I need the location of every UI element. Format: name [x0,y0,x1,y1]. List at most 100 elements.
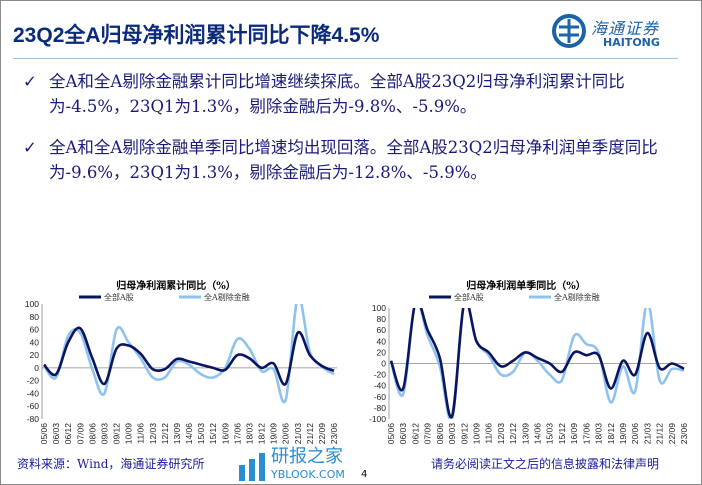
x-tick-label: 10/09 [471,423,481,445]
check-icon: ✓ [23,138,37,157]
legend-label: 全A剔除金融 [204,292,250,302]
legend-label: 全A剔除金融 [554,292,600,302]
x-tick-label: 14/06 [184,423,194,445]
y-tick-label: 100 [372,303,386,313]
x-tick-label: 12/12 [160,423,170,445]
chart-title: 归母净利润单季同比（%） [466,279,586,292]
bullet-text: 全A和全A剔除金融累计同比增速继续探底。全部A股23Q2归母净利润累计同比为-4… [49,72,625,116]
disclaimer: 请务必阅读正文之后的信息披露和法律声明 [431,457,660,471]
y-tick-label: 40 [377,336,387,346]
x-tick-label: 12/03 [496,423,506,445]
x-tick-label: 16/09 [220,423,230,445]
watermark-en: YBLOOK.COM [271,468,345,481]
x-tick-label: 16/09 [569,423,579,445]
x-tick-label: 21/03 [642,423,652,445]
x-tick-label: 15/12 [208,423,218,445]
x-tick-label: 09/03 [99,423,109,445]
page-title: 23Q2全A归母净利润累计同比下降4.5% [13,24,380,47]
haitong-emblem-icon [552,14,586,48]
y-tick-label: -20 [374,370,387,380]
check-icon: ✓ [23,72,37,91]
cumulative-chart: 归母净利润累计同比（%）全部A股 全A剔除金融 100 80 60 40 20 0 -20 -40… [25,279,339,445]
x-tick-label: 08/06 [435,423,445,445]
x-tick-label: 18/12 [257,423,267,445]
series-line-ex-finance [42,304,335,404]
y-tick-label: 80 [377,314,387,324]
x-tick-label: 12/03 [148,423,158,445]
x-tick-label: 06/12 [410,423,420,445]
chart-title: 归母净利润累计同比（%） [116,279,236,292]
y-tick-label: 20 [30,350,40,360]
x-tick-label: 15/12 [557,423,567,445]
y-tick-label: -60 [27,401,40,411]
y-tick-label: 100 [25,299,39,309]
x-tick-label: 08/06 [87,423,97,445]
y-tick-label: 20 [377,347,387,357]
header-divider [13,58,678,59]
x-tick-label: 13/09 [520,423,530,445]
x-tick-label: 15/03 [545,423,555,445]
x-tick-label: 13/09 [172,423,182,445]
x-tick-label: 06/03 [398,423,408,445]
x-tick-label: 18/03 [244,423,254,445]
y-tick-label: 80 [30,312,40,322]
y-tick-label: -20 [27,376,40,386]
y-tick-label: -40 [374,381,387,391]
x-tick-label: 17/06 [232,423,242,445]
y-tick-label: 60 [30,325,40,335]
x-tick-label: 21/03 [293,423,303,445]
bullet-2: ✓ 全A和全A剔除金融单季同比增速均出现回落。全部A股23Q2归母净利润单季度同比… [23,135,683,185]
series-line-all-a [389,308,685,419]
x-tick-label: 22/09 [667,423,677,445]
x-tick-label: 11/06 [136,423,146,444]
logo-cn: 海通证券 [591,19,660,38]
x-tick-label: 10/09 [124,423,134,445]
source-note: 资料来源：Wind，海通证券研究所 [17,457,205,471]
x-tick-label: 21/12 [655,423,665,445]
x-tick-label: 19/09 [269,423,279,445]
y-tick-label: 40 [30,337,40,347]
bullet-text: 全A和全A剔除金融单季同比增速均出现回落。全部A股23Q2归母净利润单季度同比为… [49,138,658,182]
watermark: 研报之家 YBLOOK.COM [237,446,347,484]
y-tick-label: 0 [34,363,39,373]
watermark-cn: 研报之家 [271,446,343,467]
x-tick-label: 20/06 [281,423,291,445]
x-tick-label: 23/06 [329,423,339,445]
haitong-logo: 海通证券 HAITONG [551,13,681,53]
y-tick-label: -60 [374,392,387,402]
x-tick-label: 14/06 [533,423,543,445]
y-tick-label: -100 [369,414,386,424]
x-tick-label: 12/12 [508,423,518,445]
y-tick-label: 0 [381,359,386,369]
x-tick-label: 07/09 [423,423,433,445]
y-tick-label: -80 [27,414,40,424]
x-tick-label: 06/12 [63,423,73,445]
x-tick-label: 21/12 [305,423,315,445]
page-number: 4 [361,469,368,480]
y-tick-label: -80 [374,403,387,413]
x-tick-label: 18/03 [594,423,604,445]
bullet-1: ✓ 全A和全A剔除金融累计同比增速继续探底。全部A股23Q2归母净利润累计同比为-… [23,69,683,119]
logo-en: HAITONG [603,36,660,49]
legend-label: 全部A股 [104,292,134,302]
x-tick-label: 23/06 [679,423,689,445]
x-tick-label: 15/03 [196,423,206,445]
y-tick-label: -40 [27,388,40,398]
series-line-ex-finance [389,308,685,419]
series-line-all-a [43,326,335,386]
x-tick-label: 09/12 [112,423,122,445]
x-tick-label: 19/09 [618,423,628,445]
legend-label: 全部A股 [454,292,484,302]
watermark-logo-icon [239,453,265,481]
x-tick-label: 09/12 [459,423,469,445]
x-tick-label: 22/09 [317,423,327,445]
x-tick-label: 07/09 [75,423,85,445]
x-tick-label: 05/06 [386,423,396,445]
y-tick-label: 60 [377,325,387,335]
x-tick-label: 05/06 [39,423,49,445]
x-tick-label: 17/06 [581,423,591,445]
x-tick-label: 18/12 [606,423,616,445]
x-tick-label: 09/03 [447,423,457,445]
